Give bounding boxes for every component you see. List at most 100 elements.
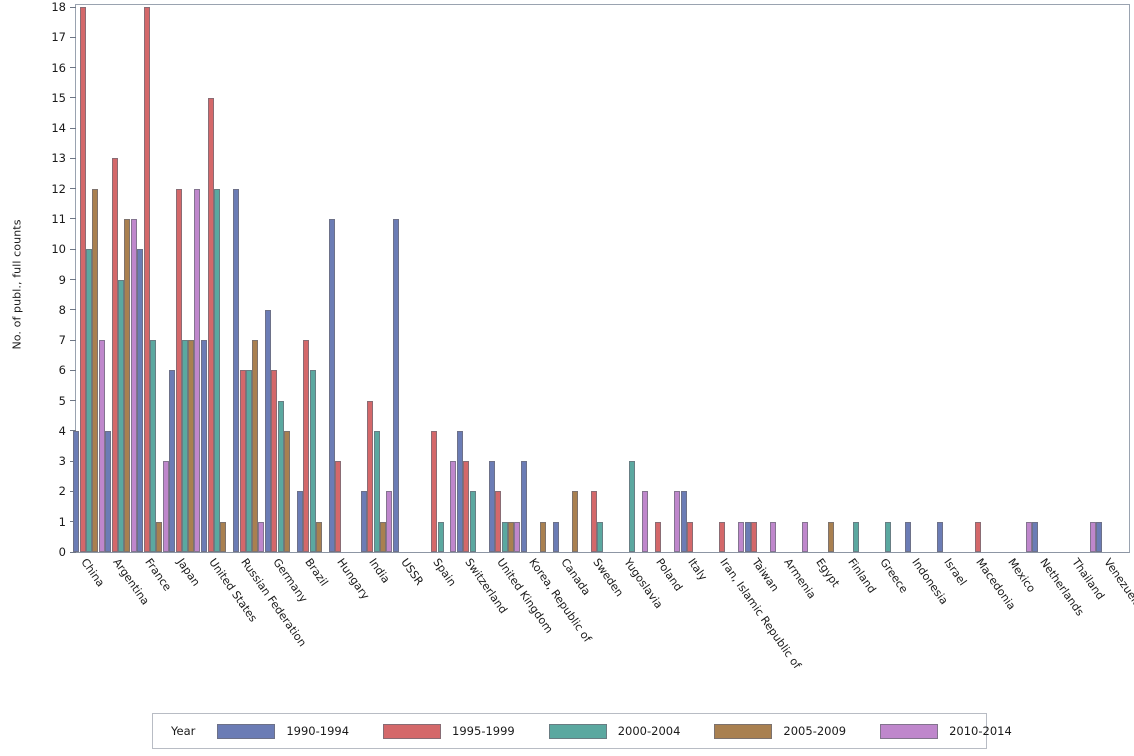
y-tick-mark (70, 67, 76, 69)
bar (117, 279, 124, 552)
y-tick-3: 3 (59, 454, 76, 468)
y-tick-mark (70, 218, 76, 220)
bar (674, 491, 681, 552)
bar-group (619, 5, 651, 552)
y-tick-10: 10 (51, 242, 76, 256)
bar (431, 430, 438, 552)
y-tick-8: 8 (59, 303, 76, 317)
bar-group (843, 5, 875, 552)
y-tick-label: 13 (51, 151, 66, 166)
bar (373, 430, 380, 552)
bar (143, 7, 150, 552)
x-axis-label: India (366, 556, 393, 586)
legend-label: 1995-1999 (452, 724, 515, 738)
bar (853, 521, 860, 552)
x-axis-label: Sweden (589, 556, 626, 600)
bar (539, 521, 546, 552)
bar-group (428, 5, 460, 552)
x-axis-label: Canada (557, 556, 593, 598)
y-tick-mark (70, 369, 76, 371)
y-tick-mark (70, 127, 76, 129)
bar-group (520, 5, 556, 552)
y-tick-15: 15 (51, 91, 76, 105)
y-tick-mark (70, 430, 76, 432)
bar (98, 340, 105, 552)
bar (265, 309, 272, 552)
bar (149, 340, 156, 552)
bar-group (1067, 5, 1099, 552)
legend-item[interactable]: 2005-2009 (714, 723, 846, 739)
legend-item[interactable]: 2000-2004 (548, 723, 681, 739)
bar (885, 521, 892, 552)
bar (124, 218, 131, 552)
x-axis-label: Finland (845, 556, 879, 596)
bar (801, 521, 808, 552)
plot-area: 0 1 2 3 4 5 6 7 8 9 10 11 12 13 14 15 16 17 18 (51, 0, 1131, 559)
y-tick-mark (70, 339, 76, 341)
y-tick-label: 5 (58, 393, 66, 408)
bar (629, 461, 636, 552)
legend-item[interactable]: 1990-1994 (217, 723, 349, 739)
bar-group (1096, 5, 1131, 552)
bar (258, 521, 265, 552)
bar-group (201, 5, 236, 552)
y-axis-title: No. of publ., full counts (4, 214, 30, 354)
chart-legend: Year 1990-1994 1995-1999 2000-2004 2005-200… (152, 713, 1012, 749)
y-tick-7: 7 (59, 333, 76, 347)
bar-group (875, 5, 907, 552)
y-tick-6: 6 (59, 363, 76, 377)
legend-item[interactable]: 1995-1999 (383, 723, 515, 739)
bar (367, 400, 374, 552)
y-tick-mark (70, 36, 76, 38)
y-tick-label: 11 (51, 211, 66, 226)
y-tick-mark (70, 6, 76, 8)
bar (737, 521, 744, 552)
y-tick-12: 12 (51, 182, 76, 196)
bar-group (552, 5, 588, 552)
bar (450, 461, 457, 552)
y-tick-13: 13 (51, 151, 76, 165)
bar (552, 521, 559, 552)
x-axis-label: Egypt (813, 556, 843, 590)
bar-group (936, 5, 971, 552)
legend-swatch (548, 723, 607, 739)
bar (277, 400, 284, 552)
y-tick-mark (70, 97, 76, 99)
bar-group (361, 5, 396, 552)
bar (181, 340, 188, 552)
bar-group (680, 5, 715, 552)
bar (751, 521, 758, 552)
bar-group (715, 5, 747, 552)
bar-group (811, 5, 843, 552)
y-axis-title-label: No. of publ., full counts (10, 218, 24, 350)
legend-item[interactable]: 2010-2014 (880, 723, 1012, 739)
bar (111, 158, 118, 552)
y-tick-17: 17 (51, 30, 76, 44)
legend-label: 2000-2004 (617, 724, 681, 738)
y-tick-4: 4 (59, 424, 76, 438)
bar (137, 249, 144, 552)
bar (213, 188, 220, 552)
bar (1096, 521, 1103, 552)
y-tick-label: 8 (58, 302, 66, 317)
bar (297, 491, 304, 552)
bar (507, 521, 514, 552)
bar (514, 521, 521, 552)
y-tick-label: 16 (51, 60, 66, 75)
y-tick-16: 16 (51, 61, 76, 75)
bar (175, 188, 182, 552)
bar-group (651, 5, 683, 552)
bar (194, 188, 201, 552)
y-tick-label: 15 (51, 90, 66, 105)
bar (744, 521, 751, 552)
bar (207, 97, 214, 552)
y-tick-label: 7 (58, 333, 66, 348)
x-axis-label: Spain (429, 556, 459, 589)
bar (316, 521, 323, 552)
legend-swatch (714, 723, 773, 739)
y-tick-mark (70, 309, 76, 311)
x-axis-label: Venezuela (1101, 556, 1134, 610)
bar (380, 521, 386, 552)
y-tick-mark (70, 157, 76, 159)
y-tick-label: 2 (58, 484, 66, 499)
